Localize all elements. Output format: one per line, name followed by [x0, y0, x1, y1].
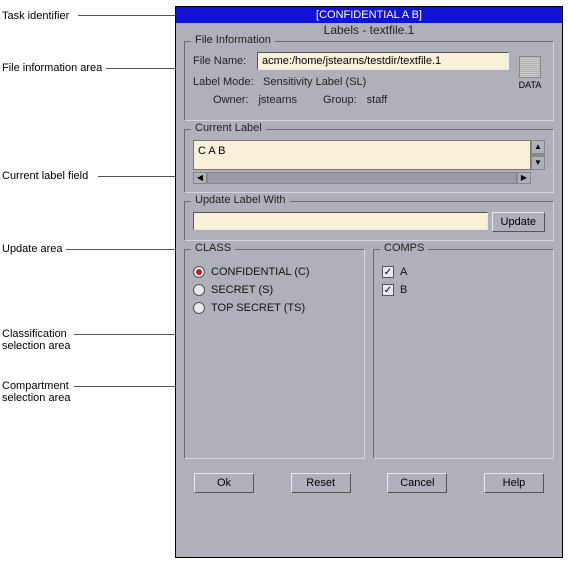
callout-file-info-area: File information area — [2, 62, 102, 74]
help-button[interactable]: Help — [484, 473, 544, 493]
update-button[interactable]: Update — [492, 212, 545, 232]
comps-option-b[interactable]: ✓ B — [382, 284, 545, 296]
checkbox-icon: ✓ — [382, 284, 394, 296]
data-type-icon: DATA — [515, 56, 545, 90]
scroll-track-h[interactable] — [207, 172, 517, 184]
callout-task-identifier: Task identifier — [2, 10, 69, 22]
comps-option-label: B — [400, 284, 407, 296]
label-mode-value: Sensitivity Label (SL) — [263, 76, 366, 88]
group-label: Group: — [323, 94, 357, 106]
label-mode-label: Label Mode: — [193, 76, 263, 88]
class-option-confidential[interactable]: CONFIDENTIAL (C) — [193, 266, 356, 278]
update-label-input[interactable] — [193, 212, 488, 230]
class-fieldset: CLASS CONFIDENTIAL (C) SECRET (S) TOP SE… — [184, 249, 365, 459]
scroll-right-icon[interactable]: ▶ — [517, 172, 531, 184]
radio-icon — [193, 266, 205, 278]
callout-classification-area: Classification selection area — [2, 328, 71, 352]
button-bar: Ok Reset Cancel Help — [184, 467, 554, 493]
current-label-field[interactable]: C A B — [193, 140, 531, 170]
comps-legend: COMPS — [380, 242, 428, 254]
callout-line — [66, 249, 192, 250]
comps-fieldset: COMPS ✓ A ✓ B — [373, 249, 554, 459]
data-file-icon — [519, 56, 541, 78]
reset-button[interactable]: Reset — [291, 473, 351, 493]
scroll-left-icon[interactable]: ◀ — [193, 172, 207, 184]
ok-button[interactable]: Ok — [194, 473, 254, 493]
class-option-label: TOP SECRET (TS) — [211, 302, 305, 314]
update-label-fieldset: Update Label With Update — [184, 201, 554, 241]
checkbox-icon: ✓ — [382, 266, 394, 278]
current-label-hscroll[interactable]: ◀ ▶ — [193, 172, 531, 184]
file-information-fieldset: File Information File Name: acme:/home/j… — [184, 41, 554, 121]
owner-label: Owner: — [213, 94, 248, 106]
labels-dialog: [CONFIDENTIAL A B] Labels - textfile.1 F… — [175, 6, 563, 558]
class-option-label: SECRET (S) — [211, 284, 273, 296]
class-legend: CLASS — [191, 242, 235, 254]
class-option-label: CONFIDENTIAL (C) — [211, 266, 310, 278]
scroll-up-icon[interactable]: ▲ — [531, 140, 545, 154]
file-name-label: File Name: — [193, 55, 257, 67]
group-value: staff — [367, 94, 388, 106]
callout-update-area: Update area — [2, 243, 63, 255]
radio-icon — [193, 284, 205, 296]
data-icon-label: DATA — [519, 80, 542, 90]
file-name-field[interactable]: acme:/home/jstearns/testdir/textfile.1 — [257, 52, 509, 70]
scroll-down-icon[interactable]: ▼ — [531, 156, 545, 170]
cancel-button[interactable]: Cancel — [387, 473, 447, 493]
current-label-vscroll[interactable]: ▲ ▼ — [531, 140, 545, 170]
current-label-legend: Current Label — [191, 122, 266, 134]
file-info-legend: File Information — [191, 34, 275, 46]
callout-compartment-area: Compartment selection area — [2, 380, 71, 404]
owner-value: jstearns — [258, 94, 297, 106]
comps-option-a[interactable]: ✓ A — [382, 266, 545, 278]
class-option-secret[interactable]: SECRET (S) — [193, 284, 356, 296]
comps-option-label: A — [400, 266, 407, 278]
callout-current-label-field: Current label field — [2, 170, 88, 182]
class-option-top-secret[interactable]: TOP SECRET (TS) — [193, 302, 356, 314]
update-legend: Update Label With — [191, 194, 290, 206]
title-bar: [CONFIDENTIAL A B] — [176, 7, 562, 23]
current-label-fieldset: Current Label C A B ▲ ▼ ◀ ▶ — [184, 129, 554, 193]
radio-icon — [193, 302, 205, 314]
